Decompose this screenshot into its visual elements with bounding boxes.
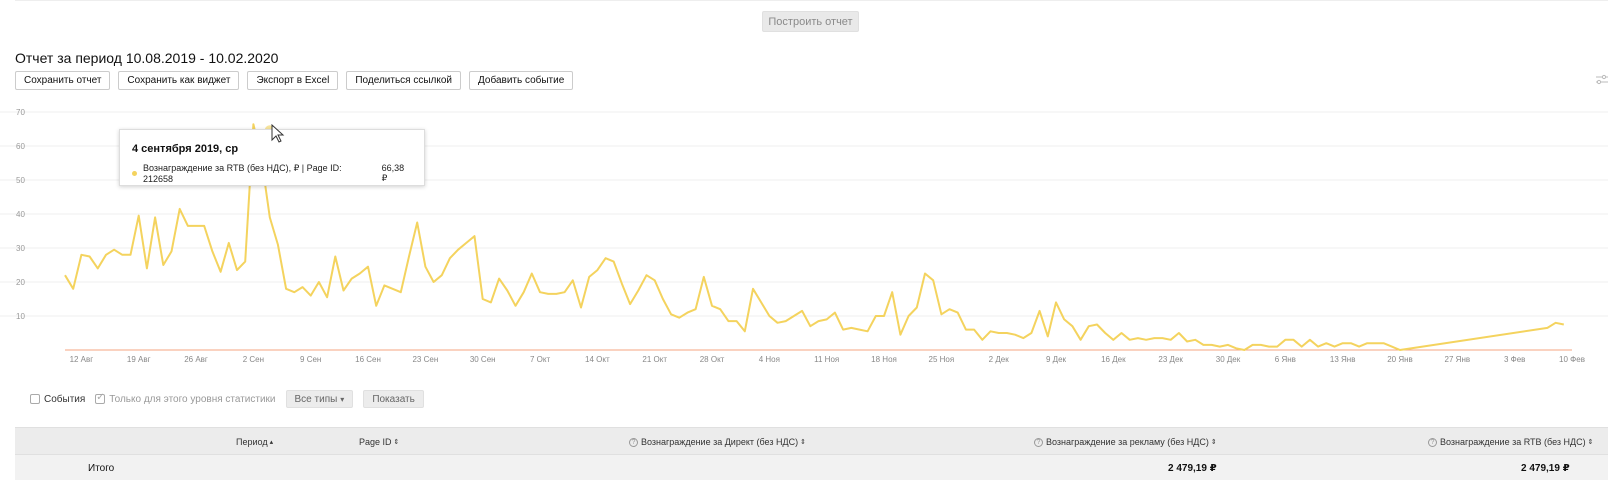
column-period-label: Период [236, 437, 268, 447]
revenue-chart-svg: 10 20 30 40 50 60 70 12 Авг 19 Авг 26 Авг 2 Сен 9 С… [0, 108, 1608, 364]
x-tick-label: 30 Сен [470, 355, 496, 364]
tooltip-date: 4 сентября 2019, ср [132, 143, 239, 155]
column-rtb[interactable]: ? Вознаграждение за RTB (без НДС) ⇕ [1428, 437, 1594, 447]
level-label: Только для этого уровня статистики [109, 393, 276, 405]
sort-asc-icon: ▴ [269, 439, 274, 446]
top-divider [15, 0, 1608, 1]
settings-sliders-icon[interactable] [1596, 74, 1608, 86]
column-ads[interactable]: ? Вознаграждение за рекламу (без НДС) ⇕ [1034, 437, 1217, 447]
x-tick-label: 25 Ноя [929, 355, 955, 364]
x-tick-label: 3 Фев [1504, 355, 1525, 364]
column-direct[interactable]: ? Вознаграждение за Директ (без НДС) ⇕ [629, 437, 806, 447]
rtb-series-line [64, 123, 1565, 351]
event-types-dropdown[interactable]: Все типы ▾ [285, 390, 354, 408]
sort-icon: ⇕ [1587, 439, 1594, 446]
column-period[interactable]: Период ▴ [236, 437, 273, 447]
chart-filters: События Только для этого уровня статисти… [30, 390, 434, 408]
sort-icon: ⇕ [393, 439, 400, 446]
column-page-id-label: Page ID [359, 437, 392, 447]
y-tick-label: 70 [16, 108, 25, 117]
x-tick-label: 21 Окт [642, 355, 667, 364]
x-tick-label: 4 Ноя [759, 355, 780, 364]
sort-icon: ⇕ [1210, 439, 1217, 446]
x-tick-label: 16 Дек [1101, 355, 1126, 364]
y-tick-label: 20 [16, 278, 25, 287]
x-tick-label: 20 Янв [1387, 355, 1413, 364]
x-tick-label: 27 Янв [1445, 355, 1471, 364]
x-tick-label: 16 Сен [355, 355, 381, 364]
x-tick-label: 6 Янв [1275, 355, 1296, 364]
x-tick-label: 30 Дек [1216, 355, 1241, 364]
total-label: Итого [88, 463, 115, 474]
sort-icon: ⇕ [800, 439, 806, 446]
chevron-down-icon: ▾ [340, 394, 345, 404]
show-events-button[interactable]: Показать [363, 390, 424, 408]
help-icon[interactable]: ? [629, 437, 638, 447]
export-excel-button[interactable]: Экспорт в Excel [247, 71, 339, 90]
y-tick-label: 30 [16, 244, 25, 253]
share-link-button[interactable]: Поделиться ссылкой [346, 71, 461, 90]
stats-table: Период ▴ Page ID ⇕ ? Вознаграждение за Д… [15, 427, 1608, 480]
x-tick-label: 12 Авг [70, 355, 94, 364]
column-page-id[interactable]: Page ID ⇕ [359, 437, 399, 447]
tooltip-row: Вознаграждение за RTB (без НДС), ₽ | Pag… [132, 163, 412, 184]
event-types-label: Все типы [294, 393, 338, 405]
tooltip-series: Вознаграждение за RTB (без НДС), ₽ | Pag… [142, 163, 342, 184]
column-direct-label: Вознаграждение за Директ (без НДС) [641, 437, 799, 447]
events-label: События [44, 393, 86, 405]
y-tick-label: 60 [16, 142, 25, 151]
x-tick-label: 2 Сен [243, 355, 264, 364]
total-ads: 2 479,19 ₽ [1168, 463, 1217, 474]
revenue-chart: 10 20 30 40 50 60 70 12 Авг 19 Авг 26 Авг 2 Сен 9 С… [0, 100, 1608, 380]
column-rtb-label: Вознаграждение за RTB (без НДС) [1440, 437, 1586, 447]
y-tick-label: 40 [16, 210, 25, 219]
x-tick-label: 2 Дек [989, 355, 1010, 364]
add-event-button[interactable]: Добавить событие [469, 71, 574, 90]
events-checkbox-item[interactable]: События [30, 394, 85, 405]
x-tick-label: 23 Дек [1158, 355, 1183, 364]
y-tick-label: 10 [16, 312, 25, 321]
y-tick-label: 50 [16, 176, 25, 185]
x-tick-label: 7 Окт [530, 355, 550, 364]
build-report-button[interactable]: Построить отчет [762, 11, 859, 32]
x-tick-label: 10 Фев [1559, 355, 1585, 364]
total-rtb: 2 479,19 ₽ [1521, 463, 1570, 474]
tooltip-value: 66,38 ₽ [381, 163, 405, 183]
x-tick-label: 18 Ноя [871, 355, 897, 364]
x-tick-label: 19 Авг [127, 355, 151, 364]
x-tick-label: 9 Сен [300, 355, 321, 364]
x-tick-label: 11 Ноя [814, 355, 839, 364]
save-report-button[interactable]: Сохранить отчет [15, 71, 111, 90]
x-tick-label: 9 Дек [1046, 355, 1067, 364]
x-tick-label: 26 Авг [184, 355, 208, 364]
x-tick-label: 23 Сен [412, 355, 438, 364]
table-total-row: Итого 2 479,19 ₽ 2 479,19 ₽ [15, 454, 1608, 480]
level-checkbox[interactable] [95, 392, 106, 404]
report-toolbar: Сохранить отчет Сохранить как виджет Экс… [15, 71, 581, 90]
series-dot-icon [132, 171, 137, 176]
x-tick-label: 28 Окт [700, 355, 725, 364]
events-checkbox[interactable] [30, 394, 40, 404]
report-title: Отчет за период 10.08.2019 - 10.02.2020 [15, 50, 279, 66]
help-icon[interactable]: ? [1034, 437, 1043, 447]
table-header: Период ▴ Page ID ⇕ ? Вознаграждение за Д… [15, 427, 1608, 454]
column-ads-label: Вознаграждение за рекламу (без НДС) [1046, 437, 1209, 447]
save-as-widget-button[interactable]: Сохранить как виджет [118, 71, 240, 90]
x-tick-label: 14 Окт [585, 355, 610, 364]
mouse-cursor-icon [271, 124, 285, 143]
x-tick-label: 13 Янв [1330, 355, 1356, 364]
help-icon[interactable]: ? [1428, 437, 1437, 447]
level-checkbox-item[interactable]: Только для этого уровня статистики [95, 392, 276, 405]
